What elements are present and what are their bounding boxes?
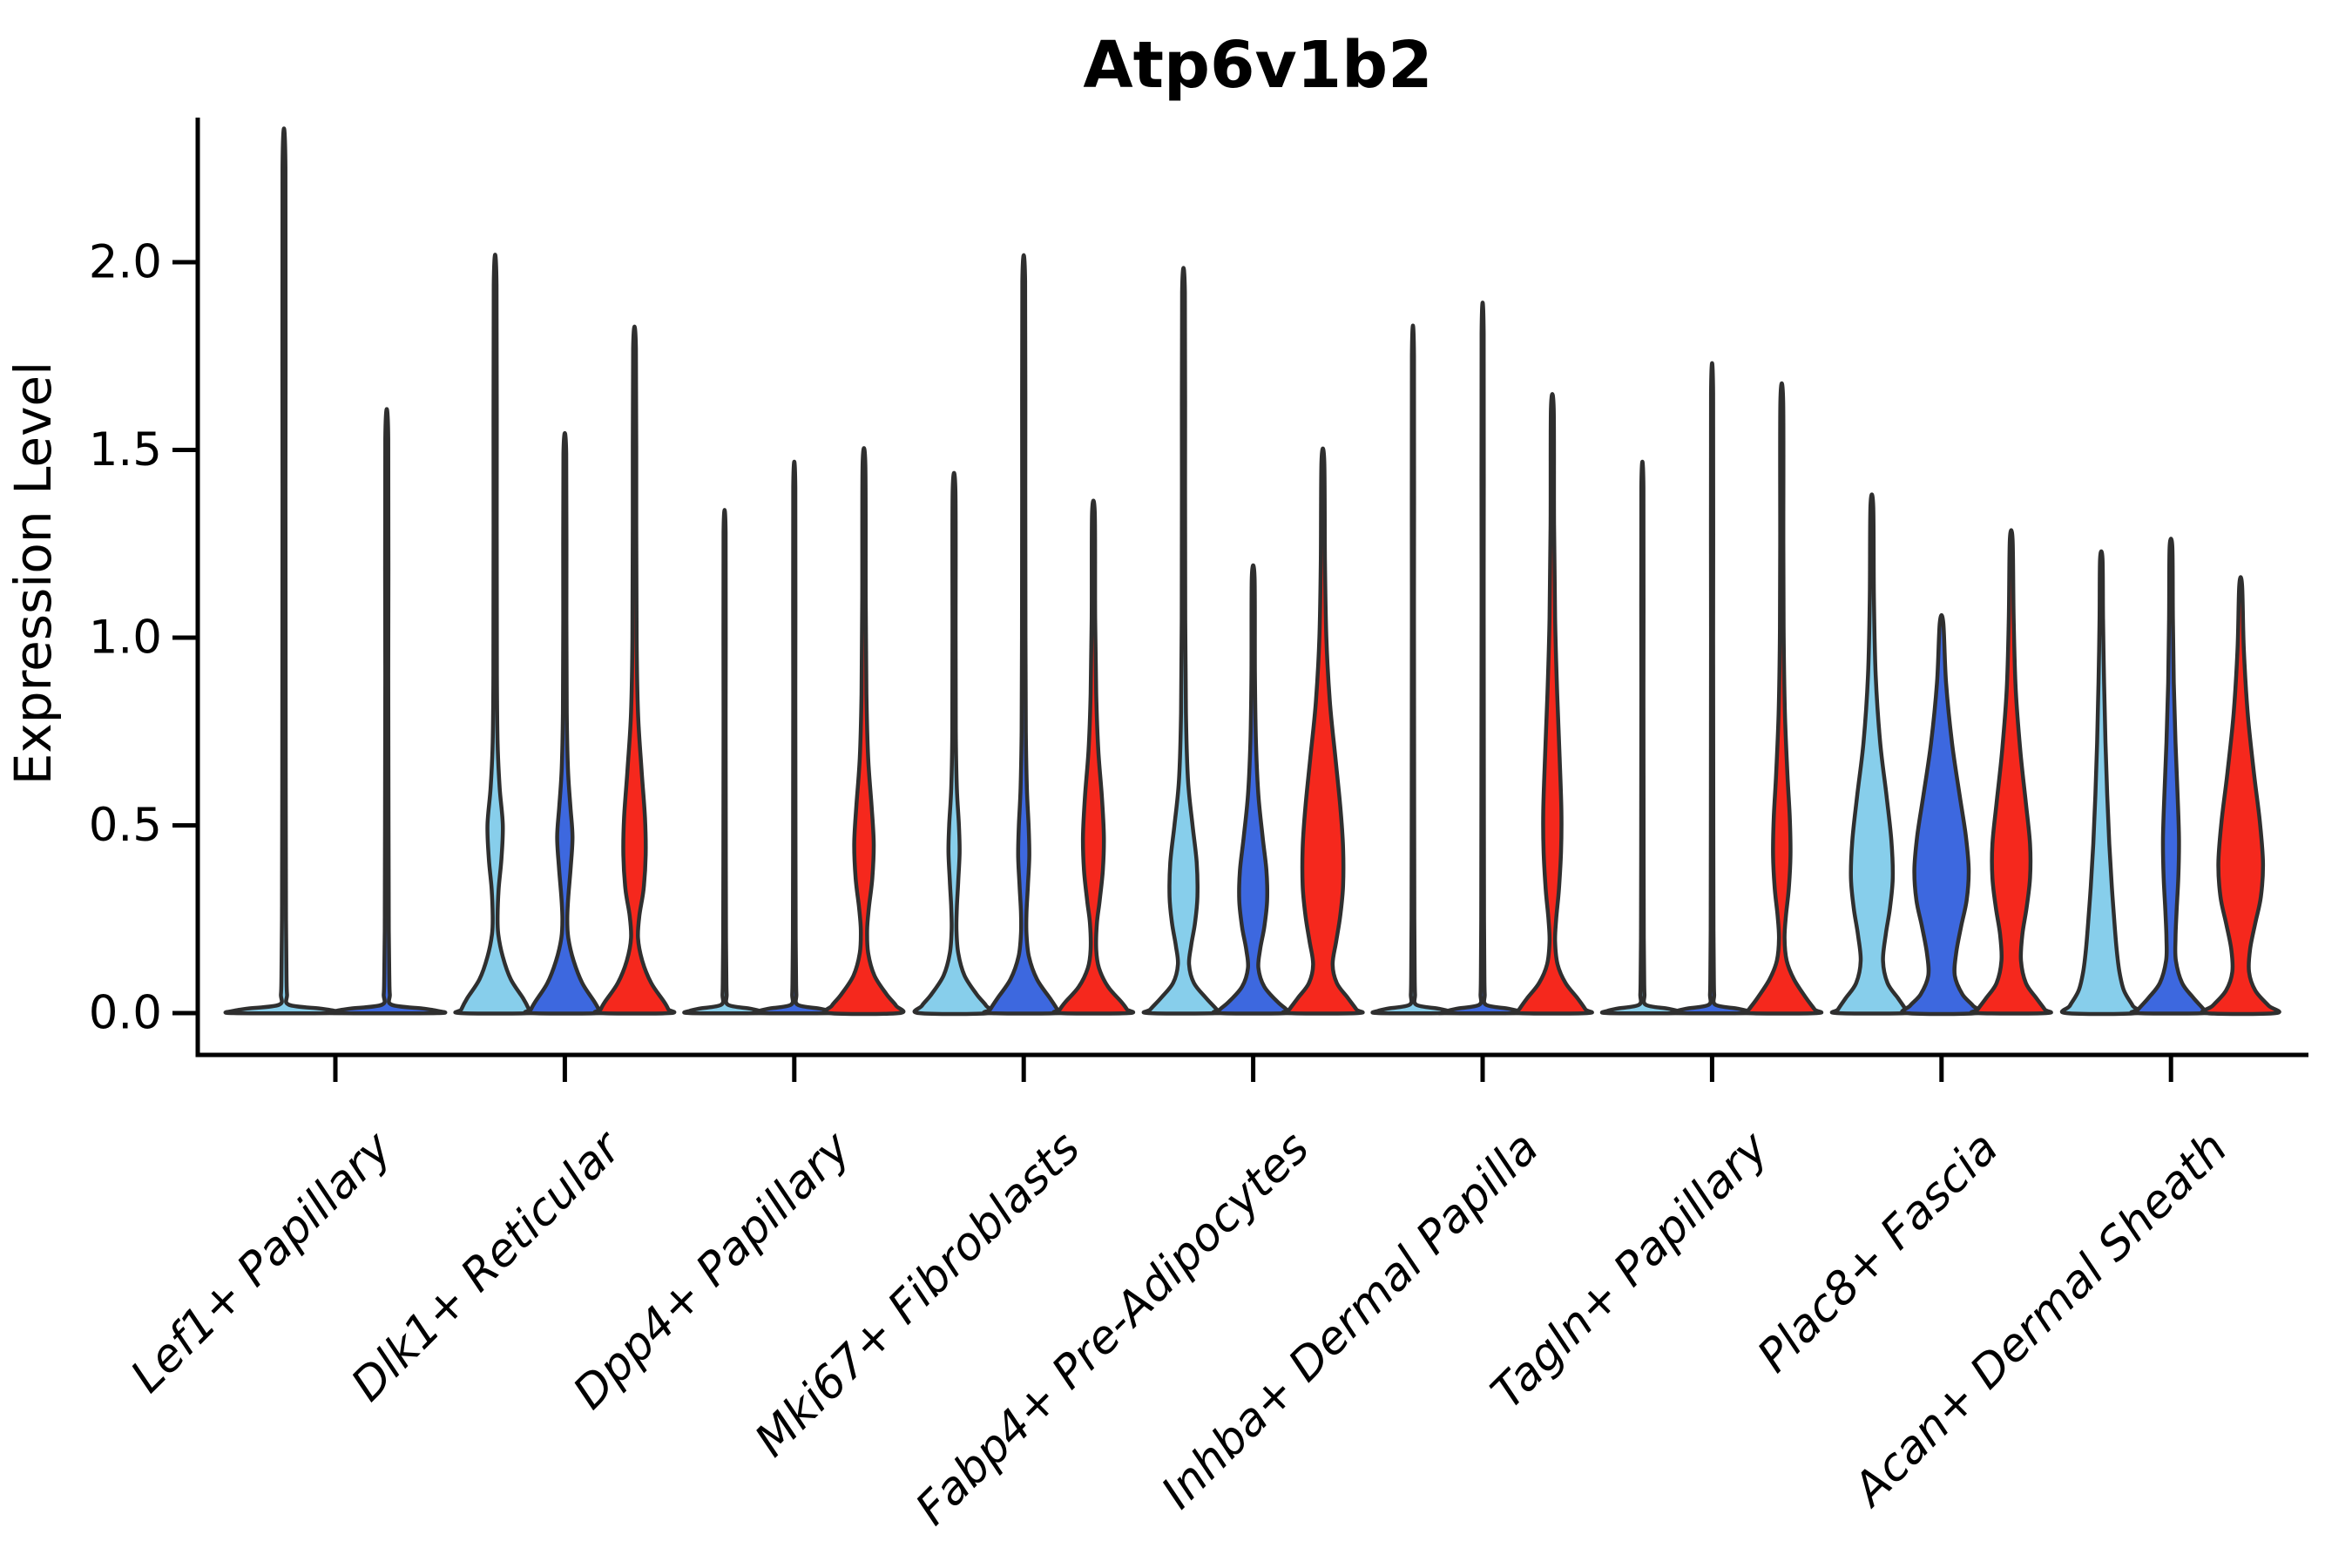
violins-layer bbox=[223, 126, 2281, 1017]
violin-group3-royalblue bbox=[752, 460, 837, 1016]
violin-group7-lightblue bbox=[1599, 460, 1685, 1016]
y-tick-label: 0.0 bbox=[89, 987, 162, 1040]
x-tick-marks bbox=[333, 1057, 2173, 1082]
violin-group5-red bbox=[1281, 446, 1365, 1016]
violin-group2-lightblue bbox=[453, 253, 537, 1016]
violin-group6-red bbox=[1511, 392, 1594, 1016]
violin-group2-red bbox=[592, 324, 677, 1016]
y-tick-label: 1.5 bbox=[89, 423, 162, 476]
violin-group8-royalblue bbox=[1900, 612, 1984, 1017]
violin-group8-lightblue bbox=[1829, 492, 1914, 1016]
y-tick-marks: 0.0 0.5 1.0 1.5 2.0 bbox=[89, 236, 196, 1040]
violin-group5-royalblue bbox=[1211, 563, 1295, 1016]
violin-group1-lightblue bbox=[223, 126, 345, 1016]
violin-group9-lightblue bbox=[2059, 549, 2143, 1017]
violin-group1-royalblue bbox=[326, 407, 448, 1016]
violin-group6-royalblue bbox=[1440, 301, 1525, 1016]
chart-title: Atp6v1b2 bbox=[1083, 28, 1432, 103]
violin-group4-red bbox=[1051, 498, 1136, 1016]
axes-layer: 0.0 0.5 1.0 1.5 2.0 bbox=[89, 118, 2308, 1082]
violin-group7-royalblue bbox=[1669, 361, 1754, 1016]
y-tick-label: 0.5 bbox=[89, 799, 162, 852]
violin-group5-lightblue bbox=[1141, 266, 1226, 1016]
violin-group6-lightblue bbox=[1370, 323, 1456, 1016]
violin-group9-royalblue bbox=[2129, 537, 2213, 1016]
violin-group4-lightblue bbox=[912, 470, 996, 1017]
violin-group3-red bbox=[822, 446, 906, 1017]
y-tick-label: 1.0 bbox=[89, 612, 162, 665]
violin-group8-red bbox=[1969, 528, 2053, 1016]
y-tick-label: 2.0 bbox=[89, 236, 162, 289]
violin-group3-lightblue bbox=[682, 508, 767, 1016]
violin-group2-royalblue bbox=[523, 431, 607, 1016]
violin-group7-red bbox=[1740, 381, 1824, 1016]
violin-group9-red bbox=[2200, 575, 2281, 1017]
y-axis-label: Expression Level bbox=[3, 362, 63, 785]
violin-group4-royalblue bbox=[982, 253, 1066, 1016]
